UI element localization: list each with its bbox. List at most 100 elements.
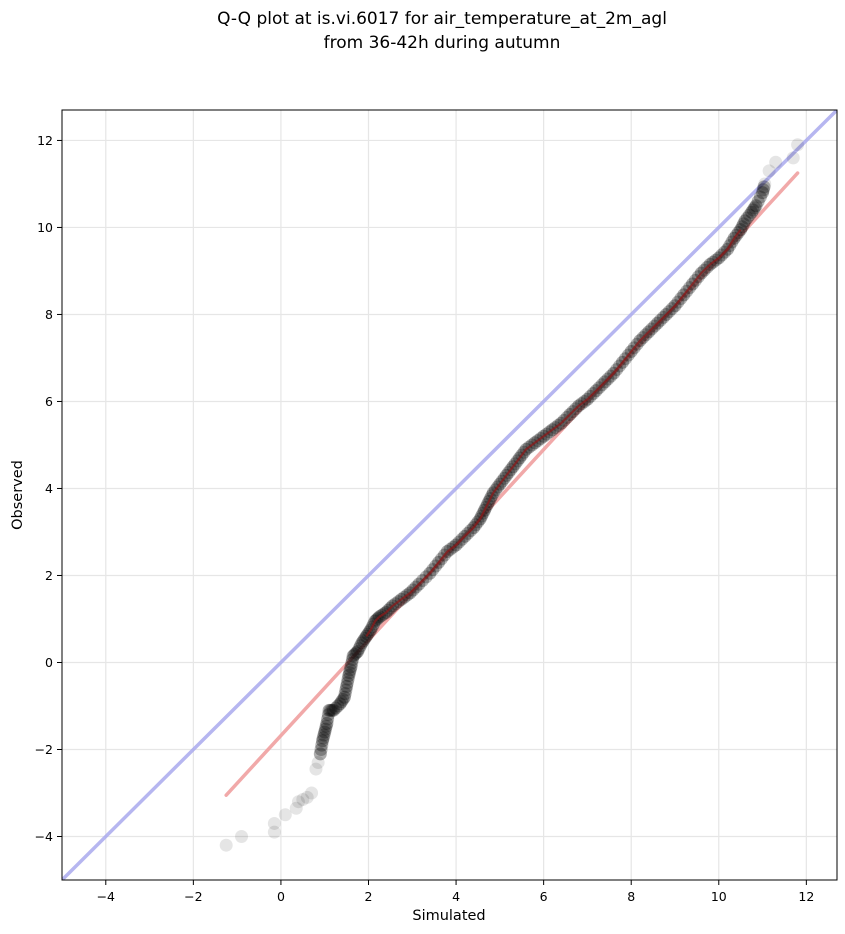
quantile-point xyxy=(340,676,354,690)
y-tick-label: 2 xyxy=(45,568,53,583)
quantile-point xyxy=(345,656,359,670)
quantile-point xyxy=(311,756,325,770)
quantile-points xyxy=(219,138,805,852)
y-tick-label: 6 xyxy=(45,394,53,409)
quantile-point xyxy=(351,645,365,659)
y-axis-label: Observed xyxy=(10,460,26,530)
quantile-point xyxy=(289,801,303,815)
quantile-point xyxy=(751,194,765,208)
quantile-point xyxy=(742,208,756,222)
x-tick-label: 12 xyxy=(798,889,814,904)
quantile-point xyxy=(757,180,771,194)
quantile-point xyxy=(325,703,339,717)
quantile-point xyxy=(758,177,772,191)
quantile-point xyxy=(321,712,335,726)
y-tick-label: −2 xyxy=(35,742,53,757)
quantile-point xyxy=(342,669,356,683)
quantile-point xyxy=(756,183,770,197)
quantile-point xyxy=(317,728,331,742)
x-tick-label: 6 xyxy=(540,889,548,904)
quantile-point xyxy=(337,690,351,704)
quantile-point xyxy=(331,699,345,713)
chart-title-line-2: from 36-42h during autumn xyxy=(324,33,561,53)
quantile-point xyxy=(291,795,305,809)
y-axis-ticks: −4 −2 0 2 4 6 8 10 12 xyxy=(35,133,62,844)
plot-frame xyxy=(61,109,838,881)
quantile-point xyxy=(786,151,800,165)
quantile-point xyxy=(344,660,358,674)
quantile-point xyxy=(349,646,363,660)
y-tick-label: −4 xyxy=(35,829,53,844)
quantile-point xyxy=(318,725,332,739)
quantile-point xyxy=(343,666,357,680)
y-tick-label: 0 xyxy=(45,655,53,670)
quantile-point xyxy=(309,762,323,776)
quantile-point xyxy=(219,838,233,852)
quantile-point xyxy=(738,214,752,228)
quantile-point xyxy=(313,747,327,761)
quantile-point xyxy=(324,703,338,717)
quantile-point xyxy=(318,722,332,736)
x-tick-label: 8 xyxy=(627,889,635,904)
x-tick-label: −4 xyxy=(97,889,115,904)
x-tick-label: 2 xyxy=(365,889,373,904)
quantile-point xyxy=(746,203,760,217)
quantile-point xyxy=(315,738,329,752)
x-axis-ticks: −4 −2 0 2 4 6 8 10 12 xyxy=(97,880,814,904)
chart-title-line-1: Q-Q plot at is.vi.6017 for air_temperatu… xyxy=(217,9,667,29)
quantile-point xyxy=(769,155,783,169)
quantile-point xyxy=(346,649,360,663)
x-tick-label: 0 xyxy=(277,889,285,904)
quantile-point xyxy=(319,719,333,733)
quantile-point xyxy=(326,703,340,717)
x-tick-label: 10 xyxy=(711,889,727,904)
y-tick-label: 8 xyxy=(45,307,53,322)
x-tick-label: 4 xyxy=(452,889,460,904)
quantile-point xyxy=(341,672,355,686)
quantile-point xyxy=(314,742,328,756)
y-tick-label: 4 xyxy=(45,481,53,496)
quantile-point xyxy=(338,687,352,701)
quantile-point xyxy=(762,164,776,178)
quantile-point xyxy=(740,211,754,225)
quantile-point xyxy=(340,679,354,693)
quantile-point xyxy=(321,708,335,722)
x-axis-label: Simulated xyxy=(412,908,485,924)
quantile-point xyxy=(356,634,370,648)
quantile-point xyxy=(353,639,367,653)
quantile-point xyxy=(348,648,362,662)
quantile-point xyxy=(336,692,350,706)
quantile-point xyxy=(345,653,359,667)
quantile-point xyxy=(748,201,762,215)
quantile-point xyxy=(737,217,751,231)
quantile-point xyxy=(749,199,763,213)
quantile-point xyxy=(235,829,249,843)
x-tick-label: −2 xyxy=(184,889,202,904)
quantile-point xyxy=(300,790,314,804)
quantile-point xyxy=(320,716,334,730)
quantile-point xyxy=(753,190,767,204)
quantile-point xyxy=(735,220,749,234)
quantile-point xyxy=(322,703,336,717)
quantile-point xyxy=(791,138,805,152)
quantile-point xyxy=(333,697,347,711)
quantile-point xyxy=(316,731,330,745)
y-tick-label: 10 xyxy=(37,220,53,235)
quantile-point xyxy=(745,205,759,219)
quantile-point xyxy=(339,683,353,697)
quantile-point xyxy=(278,808,292,822)
quantile-curve xyxy=(365,228,742,638)
reference-line-1-to-1 xyxy=(62,110,837,880)
quantile-point xyxy=(334,695,348,709)
quantile-point xyxy=(267,816,281,830)
quantile-point xyxy=(305,786,319,800)
quantile-point xyxy=(267,825,281,839)
quantile-point xyxy=(296,793,310,807)
quantile-point xyxy=(329,701,343,715)
quantile-point xyxy=(352,642,366,656)
fit-line xyxy=(224,171,800,797)
quantile-point xyxy=(316,734,330,748)
quantile-point xyxy=(756,186,770,200)
y-tick-label: 12 xyxy=(37,133,53,148)
